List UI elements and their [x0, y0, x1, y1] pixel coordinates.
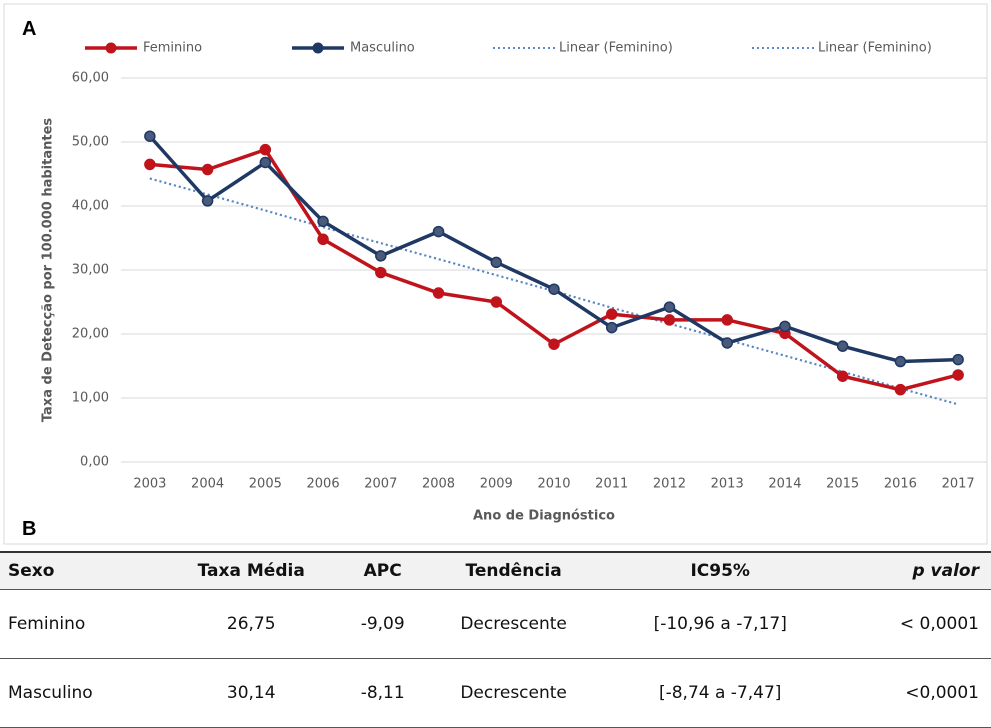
legend-marker	[105, 42, 117, 54]
y-axis-title: Taxa de Detecção por 100.000 habitantes	[41, 118, 56, 423]
stats-table: Sexo Taxa Média APC Tendência IC95% p va…	[0, 551, 991, 728]
x-tick-label: 2016	[884, 477, 917, 492]
cell: Masculino	[0, 658, 159, 728]
point	[894, 355, 907, 368]
point	[259, 143, 272, 156]
legend-label: Feminino	[143, 41, 202, 56]
x-tick-label: 2012	[653, 477, 686, 492]
point	[144, 130, 156, 142]
panel-label: B	[22, 518, 37, 540]
x-tick-label: 2011	[595, 477, 628, 492]
x-axis-title: Ano de Diagnóstico	[473, 509, 615, 524]
point	[548, 338, 560, 350]
x-tick-label: 2009	[480, 477, 513, 492]
cell: <0,0001	[834, 658, 991, 728]
header-cell: Sexo	[0, 551, 159, 590]
x-tick-label: 2005	[249, 477, 282, 492]
table-header: Sexo Taxa Média APC Tendência IC95% p va…	[0, 551, 991, 590]
point	[548, 283, 560, 295]
point	[663, 314, 676, 326]
series-line	[148, 135, 959, 364]
y-tick-label: 0,00	[80, 455, 109, 470]
x-tick-label: 2017	[942, 477, 975, 492]
table-row: Masculino 30,14 -8,11 Decrescente [-8,74…	[0, 658, 991, 728]
header-cell: Tendência	[421, 551, 606, 590]
point	[952, 353, 964, 366]
point	[375, 250, 387, 262]
point	[490, 296, 503, 308]
cell: Decrescente	[421, 658, 606, 728]
panel-label: A	[22, 18, 37, 40]
point	[490, 256, 503, 269]
cell: -9,09	[343, 589, 422, 659]
point	[836, 370, 849, 382]
x-tick-label: 2007	[364, 477, 397, 492]
cell: Decrescente	[421, 589, 606, 659]
point	[663, 301, 676, 313]
cell: Feminino	[0, 589, 159, 659]
x-tick-label: 2006	[307, 477, 340, 492]
point	[432, 225, 445, 238]
y-tick-label: 40,00	[72, 199, 109, 214]
y-tick-label: 30,00	[72, 263, 109, 278]
cell: 30,14	[158, 658, 344, 728]
header-cell: p valor	[834, 551, 991, 590]
y-tick-label: 50,00	[72, 135, 109, 150]
cell: -8,11	[343, 658, 422, 728]
x-tick-label: 2003	[133, 477, 166, 492]
point	[894, 383, 907, 396]
page: Ano de Diagnóstico Taxa de Detecção por …	[0, 3, 991, 728]
x-tick-label: 2008	[422, 477, 455, 492]
point	[952, 369, 964, 381]
header-cell: IC95%	[605, 551, 835, 590]
chart-border	[3, 3, 988, 545]
point	[144, 158, 156, 171]
header-cell: APC	[343, 551, 422, 590]
y-tick-label: 60,00	[72, 71, 109, 86]
header-cell: Taxa Média	[158, 551, 344, 590]
x-tick-label: 2004	[191, 477, 224, 492]
point	[375, 266, 387, 279]
point	[721, 337, 733, 349]
point	[836, 340, 849, 352]
table-row: Feminino 26,75 -9,09 Decrescente [-10,96…	[0, 589, 991, 659]
point	[201, 195, 214, 207]
y-tick-label: 20,00	[72, 327, 109, 342]
chart: Ano de Diagnóstico Taxa de Detecção por …	[3, 3, 988, 545]
point	[605, 321, 618, 334]
cell: [-8,74 a -7,47]	[605, 658, 835, 728]
x-tick-label: 2014	[768, 477, 801, 492]
legend-label: Masculino	[350, 41, 415, 56]
point	[779, 320, 791, 333]
cell: [-10,96 a -7,17]	[605, 589, 835, 659]
cell: 26,75	[158, 589, 344, 659]
point	[432, 287, 445, 299]
point	[317, 215, 329, 228]
point	[201, 163, 214, 176]
cell: < 0,0001	[834, 589, 991, 659]
point	[721, 314, 733, 326]
point	[317, 233, 329, 246]
point	[605, 308, 618, 320]
legend-label: Linear (Feminino)	[559, 41, 673, 56]
x-tick-label: 2010	[537, 477, 570, 492]
x-tick-label: 2015	[826, 477, 859, 492]
legend-label: Linear (Feminino)	[818, 41, 932, 56]
x-tick-label: 2013	[711, 477, 744, 492]
y-tick-label: 10,00	[72, 391, 109, 406]
legend-marker	[312, 42, 324, 54]
point	[259, 156, 272, 169]
